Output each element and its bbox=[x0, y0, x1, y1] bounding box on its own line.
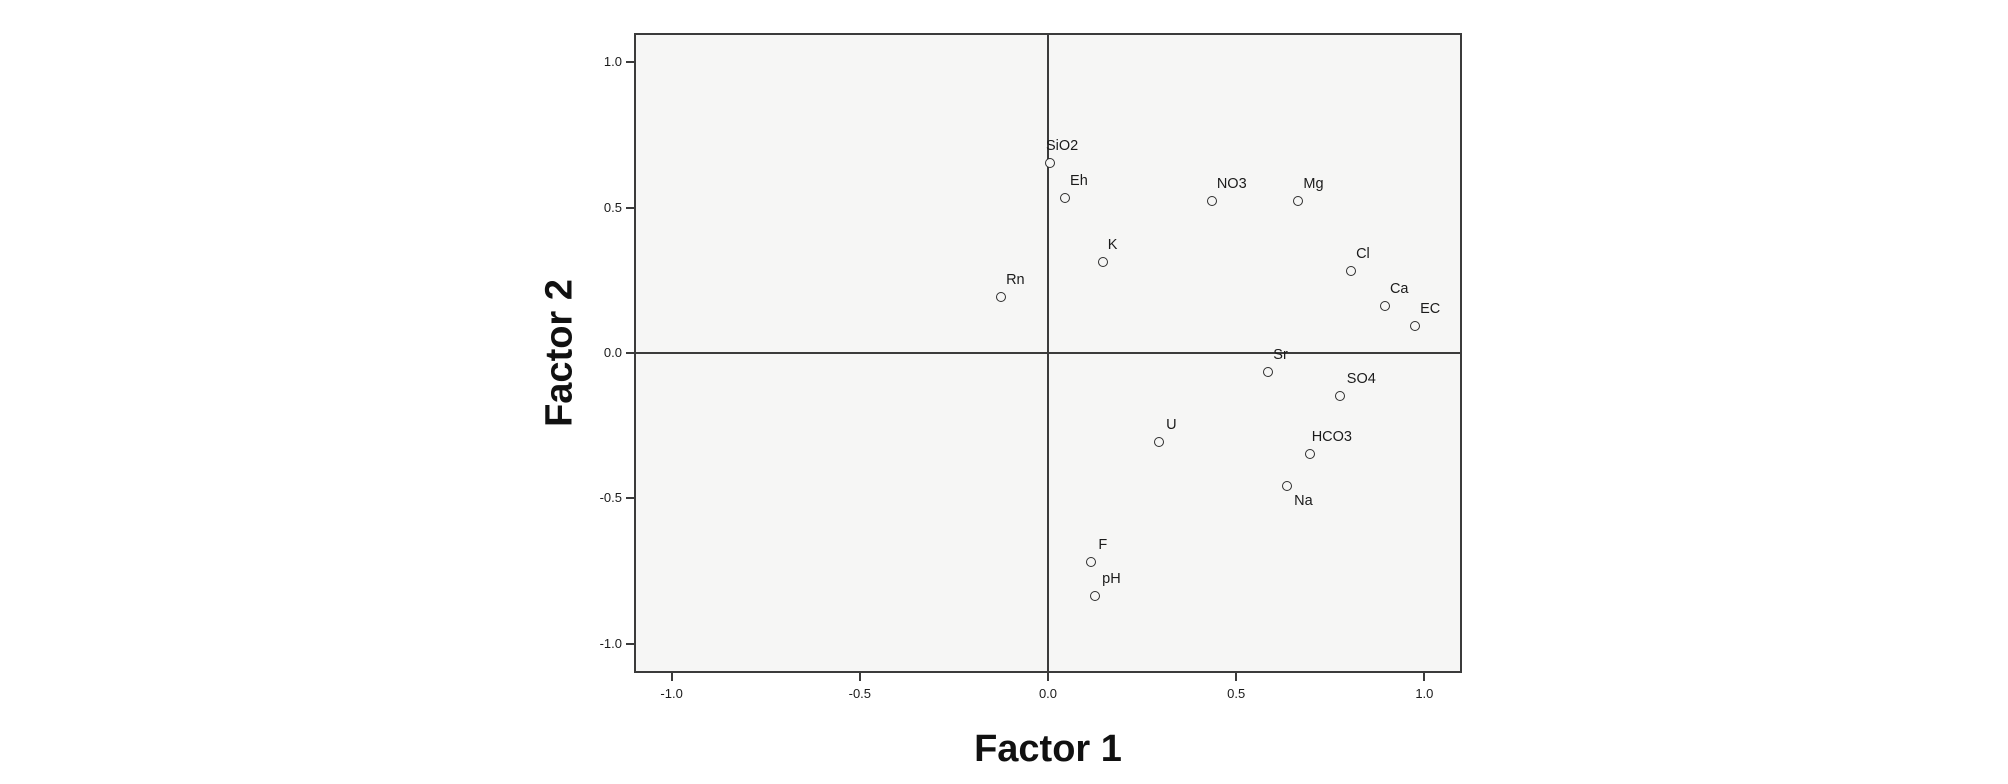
data-point-label-Ca: Ca bbox=[1389, 280, 1409, 297]
x-axis-title: Factor 1 bbox=[974, 728, 1122, 770]
data-point-SiO2 bbox=[1045, 158, 1055, 168]
y-tick-label: -0.5 bbox=[599, 490, 622, 506]
x-tick-label: -1.0 bbox=[660, 686, 683, 701]
data-point-label-SO4: SO4 bbox=[1346, 370, 1376, 387]
data-point-label-Na: Na bbox=[1294, 492, 1313, 509]
x-tick-label: 0.5 bbox=[1227, 686, 1246, 701]
data-point-F bbox=[1086, 556, 1097, 567]
data-point-Rn bbox=[996, 291, 1007, 302]
data-point-HCO3 bbox=[1304, 448, 1315, 459]
x-tick-mark bbox=[1235, 673, 1238, 681]
y-tick-mark bbox=[626, 206, 634, 209]
y-tick-label: 0.0 bbox=[603, 345, 622, 360]
data-point-label-pH: pH bbox=[1102, 571, 1121, 588]
data-point-label-NO3: NO3 bbox=[1216, 175, 1247, 192]
data-point-label-Mg: Mg bbox=[1303, 175, 1324, 192]
x-tick-mark bbox=[858, 673, 861, 681]
y-tick-label: 0.5 bbox=[603, 199, 622, 215]
data-point-Mg bbox=[1293, 195, 1304, 206]
data-point-label-EC: EC bbox=[1420, 300, 1441, 317]
data-point-Cl bbox=[1346, 265, 1357, 276]
x-tick-label: 1.0 bbox=[1415, 686, 1434, 701]
data-point-SO4 bbox=[1334, 390, 1345, 401]
x-tick-label: 0.0 bbox=[1038, 686, 1058, 701]
data-point-label-Eh: Eh bbox=[1070, 172, 1088, 189]
data-point-Ca bbox=[1379, 300, 1390, 311]
data-point-U bbox=[1154, 437, 1165, 448]
data-point-Na bbox=[1282, 480, 1293, 491]
data-point-NO3 bbox=[1206, 195, 1217, 206]
data-point-Sr bbox=[1263, 367, 1274, 378]
data-point-K bbox=[1097, 256, 1108, 267]
x-tick-mark bbox=[670, 673, 673, 681]
y-tick-mark bbox=[626, 352, 634, 354]
data-point-EC bbox=[1410, 320, 1421, 331]
y-tick-label: -1.0 bbox=[599, 635, 622, 651]
data-point-label-K: K bbox=[1107, 236, 1118, 253]
data-point-label-HCO3: HCO3 bbox=[1311, 428, 1352, 445]
x-tick-label: -0.5 bbox=[848, 686, 872, 701]
y-tick-mark bbox=[626, 497, 634, 500]
y-tick-mark bbox=[626, 642, 634, 645]
y-zero-line bbox=[636, 352, 1460, 354]
y-tick-label: 1.0 bbox=[603, 54, 622, 70]
x-tick-mark bbox=[1423, 673, 1426, 681]
data-point-label-F: F bbox=[1098, 536, 1108, 553]
data-point-Eh bbox=[1060, 192, 1071, 203]
data-point-pH bbox=[1090, 591, 1101, 602]
data-point-label-Rn: Rn bbox=[1006, 271, 1025, 288]
data-point-label-Cl: Cl bbox=[1356, 245, 1370, 262]
data-point-label-SiO2: SiO2 bbox=[1046, 138, 1079, 154]
y-tick-mark bbox=[626, 61, 634, 64]
data-point-label-U: U bbox=[1166, 417, 1177, 434]
data-point-label-Sr: Sr bbox=[1273, 347, 1288, 364]
x-tick-mark bbox=[1047, 673, 1049, 681]
